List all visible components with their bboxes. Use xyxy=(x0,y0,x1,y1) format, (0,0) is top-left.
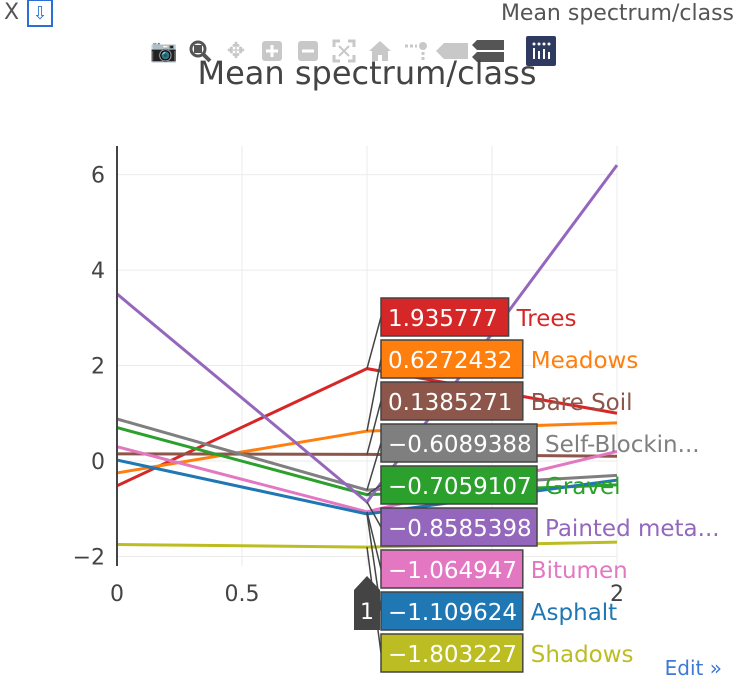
y-tick-label: −2 xyxy=(73,545,105,570)
hover-value: 0.6272432 xyxy=(388,348,512,374)
x-tick-label: 0.5 xyxy=(225,582,260,607)
x-tick-label: 0 xyxy=(110,582,124,607)
hover-series-name: Asphalt xyxy=(531,600,617,626)
hover-label: −0.7059107 Gravel xyxy=(366,465,621,505)
hover-series-name: Bare Soil xyxy=(531,390,633,416)
hover-value: −1.064947 xyxy=(388,558,517,584)
hover-closest-icon[interactable] xyxy=(434,34,470,68)
hover-value-box xyxy=(380,507,538,547)
hover-value: −0.7059107 xyxy=(388,474,532,500)
hover-series-name: Shadows xyxy=(531,642,634,668)
chart-title: Mean spectrum/class xyxy=(198,54,537,92)
hover-value: −1.803227 xyxy=(388,642,517,668)
hover-label: −0.6089388 Self-Blockin... xyxy=(366,423,700,491)
download-icon[interactable]: ⇩ xyxy=(27,0,54,27)
window-title: Mean spectrum/class xyxy=(500,1,734,26)
hover-x-label: 1 xyxy=(354,576,380,630)
hover-x-value: 1 xyxy=(360,600,374,625)
hover-series-name: Bitumen xyxy=(531,558,628,584)
hover-value-box xyxy=(380,381,524,421)
hover-label: 0.6272432 Meadows xyxy=(366,339,639,432)
zoom-in-icon[interactable] xyxy=(254,34,290,68)
autoscale-icon[interactable] xyxy=(326,34,362,68)
home-icon[interactable] xyxy=(362,34,398,68)
y-tick-label: 2 xyxy=(91,355,105,380)
hover-label: −0.8585398 Painted meta... xyxy=(366,501,720,547)
y-tick-label: 4 xyxy=(91,259,105,284)
edit-link[interactable]: Edit » xyxy=(664,656,722,680)
plotly-logo-icon[interactable] xyxy=(526,36,556,66)
y-tick-label: 6 xyxy=(91,164,105,189)
camera-icon[interactable]: 📷 xyxy=(150,38,178,64)
hover-series-name: Self-Blockin... xyxy=(545,432,700,458)
hover-value-box xyxy=(380,591,524,631)
hover-value-box xyxy=(380,633,524,673)
hover-label: 1.935777 Trees xyxy=(366,297,577,369)
hover-series-name: Gravel xyxy=(545,474,621,500)
hover-label: −1.064947 Bitumen xyxy=(366,511,628,589)
hover-value: −0.8585398 xyxy=(388,516,532,542)
hover-value-box xyxy=(380,549,524,589)
hover-series-name: Trees xyxy=(516,306,577,332)
hover-value: −1.109624 xyxy=(388,600,517,626)
hover-value-box xyxy=(380,423,538,463)
y-tick-label: 0 xyxy=(91,450,105,475)
x-tick-label: 2 xyxy=(610,582,624,607)
close-icon[interactable]: X xyxy=(4,0,20,25)
pan-icon[interactable]: ✥ xyxy=(226,38,246,64)
hover-series-name: Meadows xyxy=(531,348,639,374)
hover-value-box xyxy=(380,465,538,505)
hover-value: −0.6089388 xyxy=(388,432,532,458)
zoom-out-icon[interactable] xyxy=(290,34,326,68)
hover-compare-icon[interactable] xyxy=(470,34,506,68)
hover-value-box xyxy=(380,297,510,337)
spike-lines-icon[interactable] xyxy=(398,34,434,68)
window-controls: X ⇩ xyxy=(4,0,54,27)
modebar: 📷 ✥ xyxy=(146,34,556,68)
hover-value: 1.935777 xyxy=(388,306,498,332)
hover-series-name: Painted meta... xyxy=(545,516,720,542)
hover-value: 0.1385271 xyxy=(388,390,512,416)
hover-value-box xyxy=(380,339,524,379)
hover-label: 0.1385271 Bare Soil xyxy=(366,381,633,455)
zoom-icon[interactable] xyxy=(182,34,218,68)
